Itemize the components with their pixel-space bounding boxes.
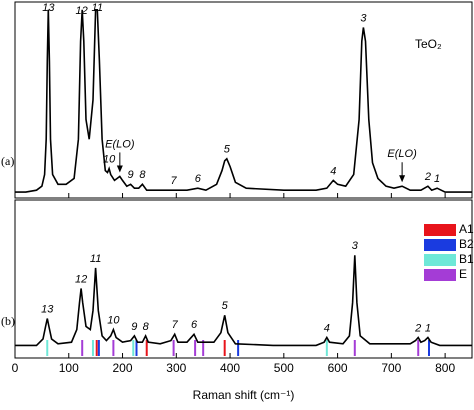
annotation: 4 (324, 322, 330, 334)
annotation: 2 (424, 171, 431, 183)
annotation: 7 (171, 175, 178, 187)
annotation: 13 (42, 2, 55, 14)
annotation: 3 (360, 12, 367, 24)
x-tick-label: 400 (220, 361, 240, 375)
annotation: 6 (195, 173, 202, 185)
panel-label: (b) (1, 314, 15, 328)
legend-label: A1 (459, 222, 474, 236)
arrow-head (399, 175, 406, 183)
x-tick-label: 500 (274, 361, 294, 375)
annotation: 9 (128, 169, 134, 181)
annotation: 7 (172, 319, 179, 331)
panel-label: (a) (1, 154, 14, 168)
annotation: 10 (107, 314, 120, 326)
plot-frame (14, 1, 473, 199)
annotation: 12 (75, 273, 87, 285)
annotation: 9 (131, 321, 137, 333)
compound-label: TeO₂ (415, 37, 442, 51)
annotation: 4 (330, 165, 336, 177)
legend-swatch (424, 254, 456, 266)
annotation: 1 (425, 322, 431, 334)
legend-label: E (459, 267, 467, 281)
annotation: 2 (414, 322, 421, 334)
annotation: 6 (191, 319, 198, 331)
x-tick-label: 200 (113, 361, 133, 375)
plot-frame (14, 199, 473, 359)
annotation: 1 (434, 173, 440, 185)
legend-label: B1 (459, 252, 474, 266)
annotation: E(LO) (387, 148, 417, 160)
annotation: 12 (76, 5, 88, 17)
legend-swatch (424, 239, 456, 251)
spectrum-line (15, 255, 472, 347)
annotation: 8 (139, 169, 146, 181)
annotation: 5 (222, 300, 229, 312)
x-tick-label: 300 (166, 361, 186, 375)
annotation: 13 (41, 303, 54, 315)
x-tick-label: 600 (328, 361, 348, 375)
x-axis-title: Raman shift (cm⁻¹) (193, 388, 295, 402)
annotation: 11 (90, 253, 101, 265)
annotation: 3 (352, 240, 359, 252)
annotation: 8 (143, 321, 150, 333)
annotation: 10 (103, 154, 116, 166)
arrow-head (116, 165, 123, 173)
x-tick-label: 700 (381, 361, 401, 375)
legend-swatch (424, 224, 456, 236)
legend-swatch (424, 269, 456, 281)
legend-label: B2 (459, 237, 474, 251)
x-tick-label: 800 (435, 361, 455, 375)
x-tick-label: 0 (12, 361, 19, 375)
annotation: E(LO) (105, 138, 135, 150)
annotation: 11 (92, 2, 103, 14)
annotation: 5 (224, 144, 231, 156)
x-tick-label: 100 (59, 361, 79, 375)
spectrum-line (15, 9, 472, 193)
